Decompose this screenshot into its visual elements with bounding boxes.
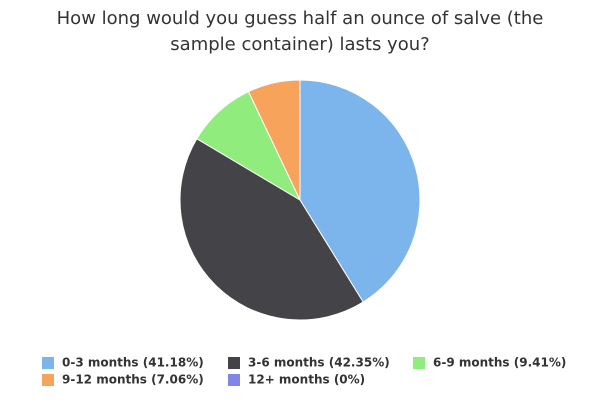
- legend-swatch: [228, 374, 240, 386]
- pie-slice: [179, 138, 364, 321]
- chart-title: How long would you guess half an ounce o…: [56, 8, 544, 55]
- legend-swatch: [42, 374, 54, 386]
- legend-label: 3-6 months (42.35%): [248, 356, 390, 370]
- legend-label: 6-9 months (9.41%): [433, 356, 566, 370]
- legend-swatch: [413, 357, 425, 369]
- legend-swatch: [42, 357, 54, 369]
- legend-label: 0-3 months (41.18%): [62, 356, 204, 370]
- legend-label: 12+ months (0%): [248, 373, 365, 387]
- pie-slice: [299, 79, 421, 303]
- legend-swatch: [228, 357, 240, 369]
- legend-label: 9-12 months (7.06%): [62, 373, 204, 387]
